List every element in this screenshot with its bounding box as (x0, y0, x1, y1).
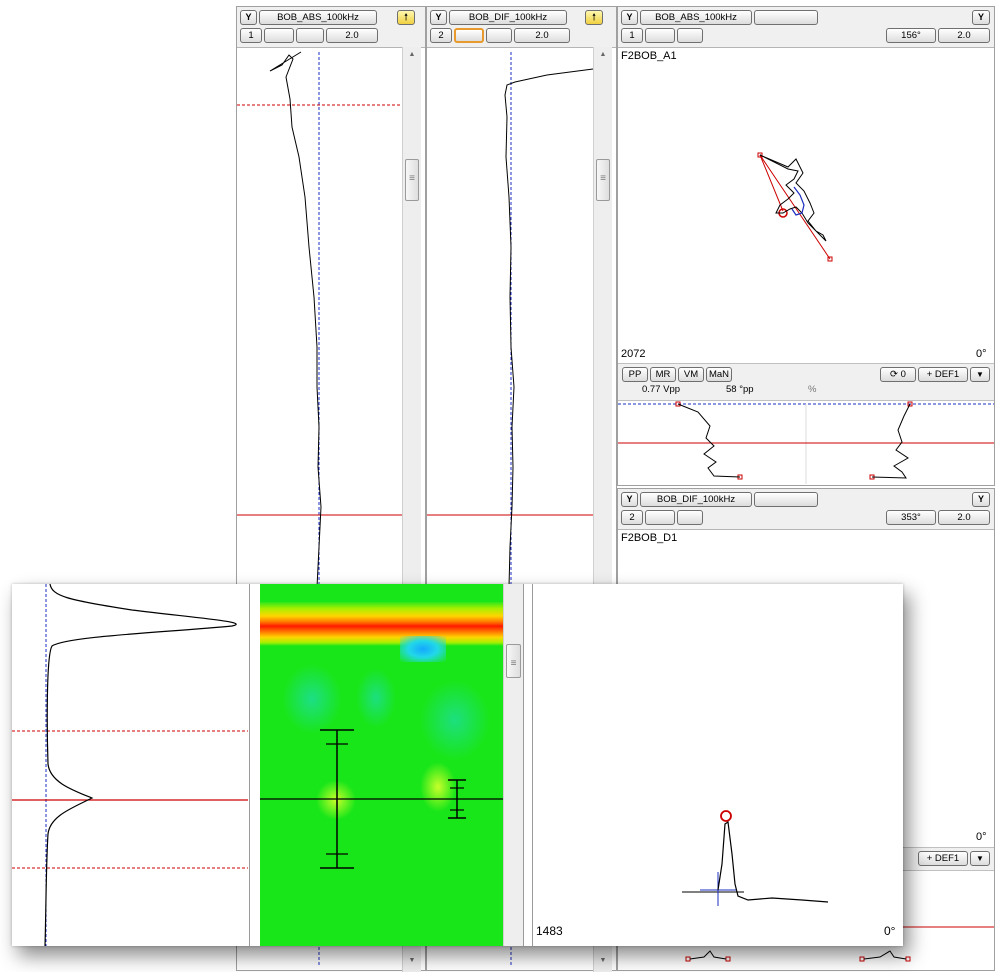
filter-icon[interactable]: Y (430, 10, 447, 25)
blank-button-2[interactable] (486, 28, 512, 43)
selected-blank-button[interactable] (454, 28, 484, 43)
measure-phase: 58 °pp (726, 384, 754, 395)
cscan-blob-yellow-2 (420, 762, 456, 812)
lissajous-title: F2BOB_D1 (621, 532, 678, 544)
angle-button[interactable]: 156° (886, 28, 936, 43)
overlay-strip-trace (12, 583, 248, 947)
zoom-overlay-window[interactable]: 1483 0° (12, 583, 903, 947)
strip-chart-dif-header: Y BOB_DIF_100kHz 🠕 2 2.0 (427, 7, 616, 48)
rotate-button[interactable]: ⟳ 0 (880, 367, 916, 382)
cscan-markers (260, 729, 503, 869)
blank-button-2[interactable] (677, 510, 703, 525)
scroll-thumb[interactable] (506, 644, 521, 678)
scale-button[interactable]: 2.0 (938, 510, 990, 525)
filter-icon-right[interactable]: Y (972, 10, 990, 25)
blank-wide-button[interactable] (754, 492, 818, 507)
measure-toolbar: PP MR VM MaN ⟳ 0 + DEF1 ▼ 0.77 Vpp 58 °p… (618, 363, 994, 401)
angle-button[interactable]: 353° (886, 510, 936, 525)
scroll-up-icon[interactable]: ▲ (408, 51, 416, 58)
overlay-lissajous-plot[interactable] (532, 584, 902, 946)
blank-button-2[interactable] (677, 28, 703, 43)
scroll-down-icon[interactable]: ▼ (408, 957, 416, 964)
cscan-blob-cyan-4 (420, 680, 490, 760)
vm-button[interactable]: VM (678, 367, 704, 382)
channel-select-button[interactable]: BOB_DIF_100kHz (640, 492, 752, 507)
lissajous-title: F2BOB_A1 (621, 50, 677, 62)
filter-icon[interactable]: Y (240, 10, 257, 25)
measure-percent: % (808, 384, 817, 395)
filter-icon[interactable]: Y (621, 10, 638, 25)
channel-number-button[interactable]: 1 (621, 28, 643, 43)
overlay-corner-right: 0° (884, 924, 896, 938)
lissajous-abs-panel: Y BOB_ABS_100kHz Y 1 156° 2.0 F2BOB_A1 2… (617, 6, 995, 486)
channel-number-button[interactable]: 2 (621, 510, 643, 525)
chevron-down-icon[interactable]: ▼ (970, 367, 990, 382)
measure-vpp: 0.77 Vpp (642, 384, 681, 395)
lissajous-corner-left: 2072 (621, 348, 646, 360)
blank-button-1[interactable] (645, 510, 675, 525)
filter-icon-right[interactable]: Y (972, 492, 990, 507)
lissajous-plot-abs[interactable] (618, 63, 988, 363)
overlay-scrollbar[interactable] (503, 584, 523, 946)
overlay-divider-2 (523, 584, 533, 946)
cscan-heatmap[interactable] (260, 584, 503, 946)
lissajous-abs-header: Y BOB_ABS_100kHz Y 1 156° 2.0 (618, 7, 994, 48)
lissajous-dif-header: Y BOB_DIF_100kHz Y 2 353° 2.0 (618, 489, 994, 530)
blank-button-2[interactable] (296, 28, 324, 43)
def-button[interactable]: + DEF1 (918, 851, 968, 866)
blank-button-1[interactable] (264, 28, 294, 43)
overlay-corner-left: 1483 (536, 924, 563, 938)
up-arrow-icon[interactable]: 🠕 (397, 10, 415, 25)
scroll-up-icon[interactable]: ▲ (599, 51, 607, 58)
channel-select-button[interactable]: BOB_ABS_100kHz (640, 10, 752, 25)
mini-strip-abs (618, 401, 994, 484)
lissajous-corner-right: 0° (976, 831, 987, 843)
channel-select-button[interactable]: BOB_ABS_100kHz (259, 10, 377, 25)
cscan-band-outer (260, 602, 503, 646)
scroll-thumb[interactable] (405, 159, 419, 201)
blank-button-1[interactable] (645, 28, 675, 43)
lissajous-corner-right: 0° (976, 348, 987, 360)
strip-chart-abs-header: Y BOB_ABS_100kHz 🠕 1 2.0 (237, 7, 425, 48)
chevron-down-icon[interactable]: ▼ (970, 851, 990, 866)
man-button[interactable]: MaN (706, 367, 732, 382)
filter-icon[interactable]: Y (621, 492, 638, 507)
def-button[interactable]: + DEF1 (918, 367, 968, 382)
scroll-thumb[interactable] (596, 159, 610, 201)
blank-wide-button[interactable] (754, 10, 818, 25)
cscan-blob-cyan (400, 636, 446, 662)
channel-number-button[interactable]: 2 (430, 28, 452, 43)
channel-select-button[interactable]: BOB_DIF_100kHz (449, 10, 567, 25)
cscan-blob-cyan-3 (356, 668, 396, 728)
pp-button[interactable]: PP (622, 367, 648, 382)
scale-button[interactable]: 2.0 (326, 28, 378, 43)
scale-button[interactable]: 2.0 (514, 28, 570, 43)
scale-button[interactable]: 2.0 (938, 28, 990, 43)
scroll-down-icon[interactable]: ▼ (599, 957, 607, 964)
cscan-blob-cyan-2 (282, 664, 342, 734)
channel-number-button[interactable]: 1 (240, 28, 262, 43)
cscan-blob-yellow (316, 780, 356, 820)
up-arrow-icon[interactable]: 🠕 (585, 10, 603, 25)
mr-button[interactable]: MR (650, 367, 676, 382)
